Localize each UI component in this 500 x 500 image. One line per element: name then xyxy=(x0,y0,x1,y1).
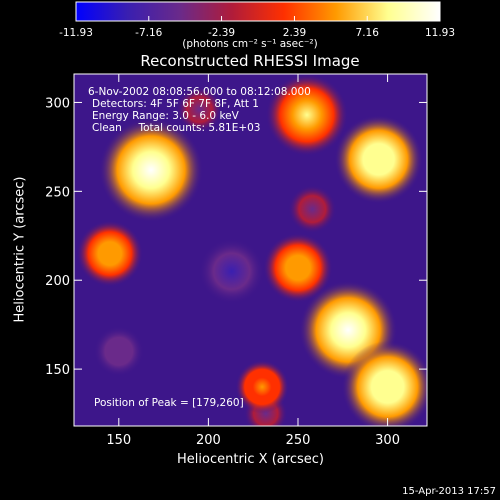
colorbar-tick-label: 11.93 xyxy=(425,27,455,39)
colorbar-unit-label: (photons cm⁻² s⁻¹ asec⁻²) xyxy=(182,38,318,50)
dim-source-blob xyxy=(288,185,337,234)
heatmap-sources xyxy=(76,74,427,426)
dim-source-blob xyxy=(93,326,144,377)
dim-source-blob xyxy=(198,238,265,305)
peak-position-label: Position of Peak = [179,260] xyxy=(94,397,244,409)
annotation-time-range: 6-Nov-2002 08:08:56.000 to 08:12:08.000 xyxy=(88,86,311,98)
bright-source-blob xyxy=(341,340,427,426)
x-tick-label: 200 xyxy=(196,433,221,448)
colorbar-tick-label: 2.39 xyxy=(283,27,306,39)
dim-source-blob xyxy=(176,86,223,133)
y-axis-label: Heliocentric Y (arcsec) xyxy=(12,176,28,323)
bright-source-blob xyxy=(334,114,424,204)
colorbar-tick-label: -7.16 xyxy=(135,27,162,39)
y-tick-label: 200 xyxy=(45,274,70,289)
bright-source-blob xyxy=(76,220,144,287)
annotation-energy-range: Energy Range: 3.0 - 6.0 keV xyxy=(92,110,239,122)
colorbar-tick-label: -11.93 xyxy=(59,27,93,39)
y-tick-label: 150 xyxy=(45,363,70,378)
colorbar: -11.93 -7.16 -2.39 2.39 7.16 11.93 xyxy=(59,1,455,39)
chart-title: Reconstructed RHESSI Image xyxy=(140,52,360,70)
x-axis-label: Heliocentric X (arcsec) xyxy=(177,452,324,467)
colorbar-ticks: -11.93 -7.16 -2.39 2.39 7.16 11.93 xyxy=(59,16,455,39)
footer-timestamp: 15-Apr-2013 17:57 xyxy=(402,486,496,497)
x-tick-label: 150 xyxy=(106,433,131,448)
y-tick-label: 250 xyxy=(45,185,70,200)
bright-source-blob xyxy=(265,74,349,157)
axis-ticks: 150 200 250 300 150 200 250 300 xyxy=(45,74,427,448)
colorbar-gradient xyxy=(75,1,441,22)
y-tick-label: 300 xyxy=(45,96,70,111)
plot-frame xyxy=(73,73,428,427)
bright-source-blob xyxy=(98,117,204,223)
x-tick-label: 250 xyxy=(286,433,311,448)
colorbar-tick-label: 7.16 xyxy=(356,27,380,39)
bright-source-blob xyxy=(235,360,289,414)
bright-source-blob xyxy=(263,232,333,303)
annotation-clean-counts: Clean Total counts: 5.81E+03 xyxy=(92,122,261,134)
x-tick-label: 300 xyxy=(375,433,400,448)
colorbar-tick-label: -2.39 xyxy=(208,27,235,39)
annotation-detectors: Detectors: 4F 5F 6F 7F 8F, Att 1 xyxy=(92,98,259,110)
